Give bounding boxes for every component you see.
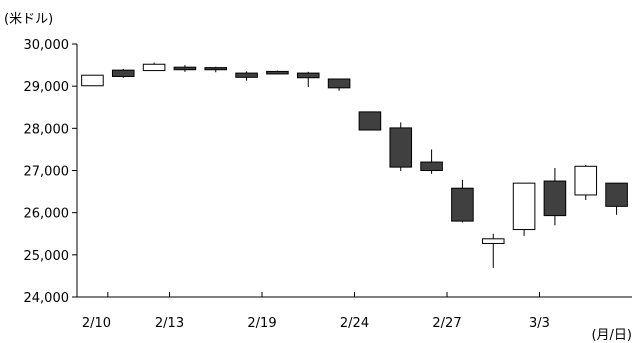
y-tick-label: 24,000: [24, 291, 70, 306]
candle-body: [296, 72, 320, 79]
y-tick-label: 30,000: [24, 38, 70, 53]
x-axis: 2/10 2/13 2/19 2/24 2/27 3/3: [77, 292, 632, 331]
candle-body: [605, 182, 628, 207]
y-tick-label: 26,000: [24, 207, 70, 222]
y-tick-label: 25,000: [24, 249, 70, 264]
candle-body: [204, 67, 228, 71]
candle: [327, 78, 351, 91]
candle: [481, 233, 505, 268]
candle: [204, 66, 228, 73]
candle: [235, 71, 258, 81]
candle: [111, 68, 135, 78]
x-unit-label: (月/日): [591, 328, 632, 343]
candle-body: [173, 66, 197, 71]
candle: [142, 62, 166, 72]
y-tick-label: 29,000: [24, 80, 70, 95]
candle-body: [266, 70, 289, 75]
candle-body: [543, 180, 567, 217]
candle: [81, 74, 104, 87]
candle-body: [111, 69, 135, 77]
candle: [173, 65, 197, 72]
y-tick-label: 28,000: [24, 122, 70, 137]
candle: [389, 122, 413, 171]
candle: [266, 70, 289, 75]
candle-body: [389, 127, 413, 168]
candle-body: [81, 74, 104, 87]
x-tick-label: 2/27: [432, 316, 461, 331]
x-tick-label: 2/19: [247, 316, 276, 331]
x-tick-label: 3/3: [529, 316, 550, 331]
candle: [451, 179, 474, 223]
y-unit-label: (米ドル): [4, 12, 53, 27]
candle-body: [481, 238, 505, 244]
candle-body: [358, 111, 382, 131]
candle: [605, 182, 628, 215]
candle: [358, 111, 382, 131]
candle-body: [327, 78, 351, 89]
candle: [543, 167, 567, 226]
candle: [296, 71, 320, 88]
candle: [512, 182, 536, 236]
candle: [574, 165, 598, 201]
candle-body: [574, 165, 598, 196]
candle-body: [142, 63, 166, 72]
y-tick-label: 27,000: [24, 165, 70, 180]
candles: [81, 62, 628, 268]
y-axis: 24,000 25,000 26,000 27,000 28,000 29,000 30,0…: [24, 38, 78, 306]
x-tick-label: 2/13: [155, 316, 184, 331]
candle-body: [512, 182, 536, 231]
candle-body: [451, 187, 474, 222]
candle-body: [420, 161, 443, 171]
x-tick-label: 2/10: [82, 316, 111, 331]
candle-body: [235, 72, 258, 78]
x-tick-label: 2/24: [340, 316, 369, 331]
candle: [420, 149, 443, 174]
